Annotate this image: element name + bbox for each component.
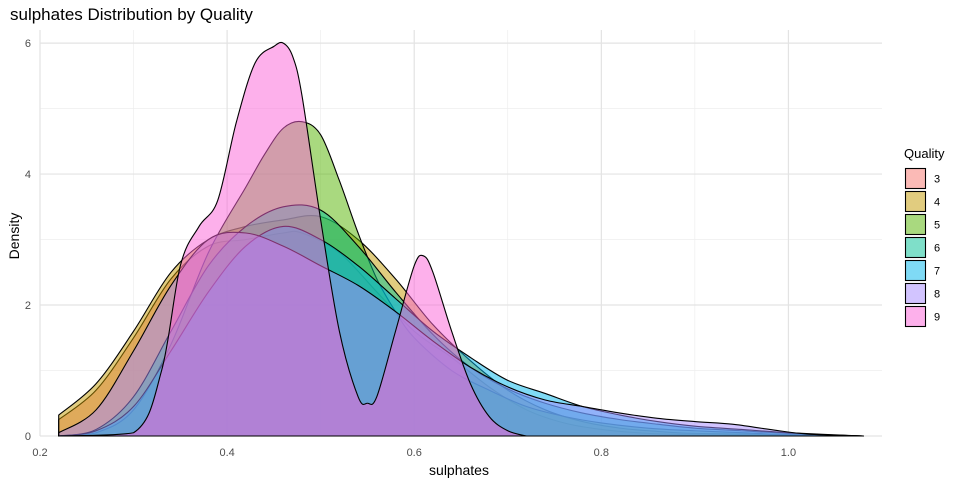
y-tick-label: 6 bbox=[25, 38, 31, 50]
legend-item-4: 4 bbox=[904, 190, 940, 213]
legend-swatch bbox=[904, 213, 927, 236]
legend-title: Quality bbox=[904, 146, 945, 161]
y-tick-label: 0 bbox=[25, 431, 31, 443]
legend-swatch bbox=[904, 305, 927, 328]
legend-swatch bbox=[904, 190, 927, 213]
y-tick-label: 4 bbox=[25, 169, 31, 181]
legend-label: 6 bbox=[934, 243, 940, 255]
legend-item-7: 7 bbox=[904, 259, 940, 282]
legend-label: 3 bbox=[934, 174, 940, 186]
density-area-quality-9 bbox=[58, 41, 528, 437]
legend-label: 8 bbox=[934, 289, 940, 301]
legend-swatch bbox=[904, 167, 927, 190]
legend-item-6: 6 bbox=[904, 236, 940, 259]
legend-label: 5 bbox=[934, 220, 940, 232]
density-areas bbox=[58, 41, 864, 437]
legend-swatch bbox=[904, 259, 927, 282]
legend-items: 3 4 5 6 7 8 9 bbox=[904, 167, 940, 328]
x-axis-ticks: 0.2 0.4 0.6 0.8 1.0 bbox=[32, 447, 796, 459]
legend-item-3: 3 bbox=[904, 167, 940, 190]
legend: Quality 3 4 5 6 7 8 9 bbox=[904, 146, 945, 328]
legend-label: 7 bbox=[934, 266, 940, 278]
x-tick-label: 0.8 bbox=[594, 447, 609, 459]
plot-panel: 0.2 0.4 0.6 0.8 1.0 0 2 4 6 bbox=[25, 30, 882, 459]
y-axis-ticks: 0 2 4 6 bbox=[25, 38, 31, 443]
legend-label: 4 bbox=[934, 197, 940, 209]
legend-label: 9 bbox=[934, 312, 940, 324]
legend-item-9: 9 bbox=[904, 305, 940, 328]
x-tick-label: 0.2 bbox=[32, 447, 47, 459]
y-tick-label: 2 bbox=[25, 300, 31, 312]
y-axis-title: Density bbox=[6, 213, 22, 260]
legend-swatch bbox=[904, 236, 927, 259]
x-tick-label: 1.0 bbox=[781, 447, 796, 459]
legend-swatch bbox=[904, 282, 927, 305]
legend-item-5: 5 bbox=[904, 213, 940, 236]
x-tick-label: 0.4 bbox=[219, 447, 234, 459]
chart-title: sulphates Distribution by Quality bbox=[10, 5, 253, 24]
legend-item-8: 8 bbox=[904, 282, 940, 305]
x-tick-label: 0.6 bbox=[407, 447, 422, 459]
x-axis-title: sulphates bbox=[429, 462, 489, 478]
